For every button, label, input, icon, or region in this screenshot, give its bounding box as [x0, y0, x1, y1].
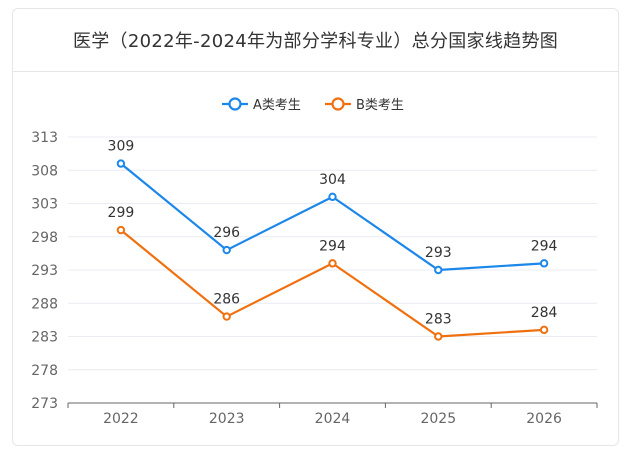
legend[interactable]: A类考生 B类考生 — [222, 97, 404, 113]
series-lines: 309 296 304 293 294 299 286 294 283 284 — [108, 139, 558, 341]
legend-item-1[interactable]: A类考生 — [222, 97, 301, 113]
x-tick-label: 2022 — [103, 411, 139, 427]
y-tick-label: 288 — [31, 296, 58, 312]
data-label: 284 — [531, 305, 558, 321]
x-axis-ticks: 2022 2023 2024 2025 2026 — [103, 411, 562, 427]
x-tick-label: 2025 — [420, 411, 456, 427]
data-point[interactable] — [539, 259, 549, 268]
data-label: 294 — [531, 238, 558, 254]
data-label: 293 — [425, 245, 452, 261]
chart-header: 医学（2022年-2024年为部分学科专业）总分国家线趋势图 — [13, 9, 618, 72]
legend-label: B类考生 — [356, 98, 404, 113]
legend-marker-icon — [228, 97, 242, 111]
data-point[interactable] — [222, 245, 231, 255]
chart-title: 医学（2022年-2024年为部分学科专业）总分国家线趋势图 — [72, 31, 559, 52]
data-label: 283 — [425, 312, 452, 328]
y-axis-ticks: 273 278 283 288 293 298 303 308 313 — [31, 130, 58, 412]
y-tick-label: 303 — [31, 197, 58, 213]
series-1: 309 296 304 293 294 — [108, 139, 558, 275]
grid-lines — [68, 136, 597, 371]
y-tick-label: 298 — [31, 230, 58, 246]
data-label: 286 — [213, 292, 240, 308]
data-point[interactable] — [222, 312, 231, 321]
y-tick-label: 278 — [31, 363, 58, 379]
data-label: 299 — [108, 205, 135, 221]
chart-card: 医学（2022年-2024年为部分学科专业）总分国家线趋势图 — [12, 8, 619, 446]
legend-marker-icon — [331, 97, 345, 111]
y-tick-label: 273 — [31, 396, 58, 412]
x-axis — [67, 402, 598, 408]
data-point[interactable] — [539, 325, 549, 335]
y-tick-label: 283 — [31, 330, 58, 346]
series-2: 299 286 294 283 284 — [108, 205, 558, 341]
data-point[interactable] — [434, 265, 443, 275]
data-point[interactable] — [116, 225, 126, 235]
data-point[interactable] — [116, 159, 126, 168]
data-label: 294 — [319, 238, 346, 254]
x-tick-label: 2026 — [526, 411, 562, 427]
data-label: 304 — [319, 172, 346, 188]
legend-item-2[interactable]: B类考生 — [325, 97, 404, 113]
data-label: 296 — [213, 225, 240, 241]
y-tick-label: 313 — [31, 130, 58, 146]
x-tick-label: 2023 — [209, 411, 245, 427]
y-tick-label: 293 — [31, 263, 58, 279]
data-point[interactable] — [434, 332, 443, 341]
data-point[interactable] — [328, 192, 337, 202]
data-point[interactable] — [328, 259, 337, 268]
legend-label: A类考生 — [253, 98, 301, 113]
data-label: 309 — [108, 139, 135, 155]
x-tick-label: 2024 — [315, 411, 351, 427]
y-tick-label: 308 — [31, 163, 58, 179]
